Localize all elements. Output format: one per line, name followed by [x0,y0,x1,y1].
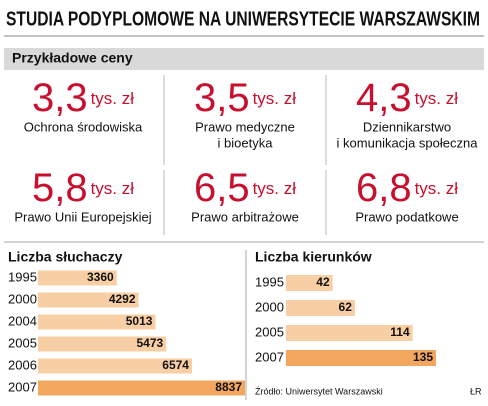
credit: ŁR [470,386,482,396]
bar [38,314,156,330]
price-label: Prawo Unii Europejskiej [14,209,151,224]
bar [38,292,139,308]
price-number: 6,5 [194,166,250,210]
source: Źródło: Uniwersytet Warszawski [255,386,383,396]
value-label: 5013 [126,314,153,328]
price-unit: tys. zł [91,179,135,198]
bar [286,300,355,316]
bar [38,358,192,374]
y-tick-label: 2006 [8,357,37,372]
price-unit: tys. zł [253,179,297,198]
price-value: 3,5 tys. zł [194,76,296,120]
value-label: 114 [390,325,410,339]
price-label: Dziennikarstwo [363,119,451,134]
y-tick-label: 2000 [8,291,37,306]
price-number: 3,3 [32,76,88,120]
subtitle-band [4,48,484,70]
price-label: Prawo podatkowe [355,209,458,224]
y-tick-label: 2005 [255,324,284,339]
value-label: 6574 [162,358,189,372]
price-value: 5,8 tys. zł [32,166,134,210]
value-label: 3360 [87,270,114,284]
chart-title: Liczba kierunków [255,249,372,265]
y-tick-label: 2007 [8,379,37,394]
price-value: 4,3 tys. zł [356,76,458,120]
price-label: Ochrona środowiska [24,119,143,134]
subtitle: Przykładowe ceny [12,50,133,66]
value-label: 42 [316,275,330,289]
bar [286,350,436,366]
price-number: 6,8 [356,166,412,210]
price-label: Prawo medyczne [195,119,295,134]
price-unit: tys. zł [91,89,135,108]
bar [38,270,117,286]
y-tick-label: 1995 [8,269,37,284]
price-unit: tys. zł [415,89,459,108]
value-label: 135 [413,350,433,364]
price-value: 6,8 tys. zł [356,166,458,210]
price-unit: tys. zł [415,179,459,198]
y-tick-label: 2005 [8,335,37,350]
value-label: 4292 [109,292,136,306]
y-tick-label: 2007 [255,349,284,364]
bar [38,336,167,352]
price-unit: tys. zł [253,89,297,108]
chart-title: Liczba słuchaczy [8,249,123,265]
price-number: 4,3 [356,76,412,120]
bar [38,380,245,396]
y-tick-label: 2004 [8,313,37,328]
title: STUDIA PODYPLOMOWE NA UNIWERSYTECIE WARS… [6,8,480,30]
value-label: 62 [339,300,353,314]
price-label: i komunikacja społeczna [337,135,479,150]
bar [286,275,333,291]
y-tick-label: 2000 [255,299,284,314]
price-number: 5,8 [32,166,88,210]
price-number: 3,5 [194,76,250,120]
value-label: 8837 [215,380,242,394]
price-value: 3,3 tys. zł [32,76,134,120]
price-label: i bioetyka [218,135,274,150]
bar [286,325,413,341]
value-label: 5473 [136,336,163,350]
price-value: 6,5 tys. zł [194,166,296,210]
price-label: Prawo arbitrażowe [191,209,299,224]
y-tick-label: 1995 [255,274,284,289]
